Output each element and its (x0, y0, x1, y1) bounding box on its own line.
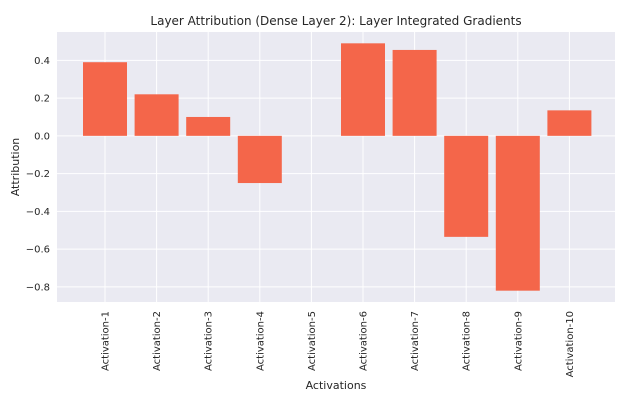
bars (83, 43, 592, 291)
x-tick-label: Activation-1 (101, 311, 112, 371)
y-tick-label: 0.4 (34, 56, 50, 67)
x-tick-label: Activation-9 (513, 311, 524, 371)
bar-activation-3 (186, 116, 231, 136)
x-tick-label: Activation-5 (307, 311, 318, 371)
x-tick-label: Activation-2 (152, 311, 163, 371)
x-tick-labels: Activation-1 Activation-2 Activation-3 Acti… (101, 311, 576, 377)
x-tick-label: Activation-3 (204, 311, 215, 371)
x-axis-label: Activations (306, 379, 367, 392)
bar-activation-1 (83, 62, 127, 136)
bar-activation-10 (547, 110, 592, 136)
x-tick-label: Activation-7 (410, 311, 421, 371)
y-tick-labels: 0.4 0.2 0.0 −0.2 −0.4 −0.6 −0.8 (26, 56, 50, 294)
bar-activation-2 (134, 94, 179, 136)
x-tick-label: Activation-10 (565, 311, 576, 377)
y-tick-label: 0.0 (34, 131, 50, 142)
y-tick-label: −0.8 (26, 282, 50, 293)
x-tick-label: Activation-8 (462, 311, 473, 371)
y-tick-label: 0.2 (34, 94, 50, 105)
x-tick-label: Activation-6 (359, 311, 370, 371)
chart-title: Layer Attribution (Dense Layer 2): Layer… (150, 14, 521, 28)
bar-activation-7 (392, 49, 437, 136)
bar-activation-9 (495, 135, 540, 291)
y-tick-label: −0.2 (26, 169, 50, 180)
bar-activation-4 (237, 135, 282, 184)
y-tick-label: −0.4 (26, 207, 50, 218)
bar-activation-8 (444, 135, 489, 237)
x-tick-label: Activation-4 (255, 311, 266, 371)
y-axis-label: Attribution (9, 138, 22, 197)
bar-activation-6 (341, 43, 385, 136)
y-tick-label: −0.6 (26, 245, 50, 256)
